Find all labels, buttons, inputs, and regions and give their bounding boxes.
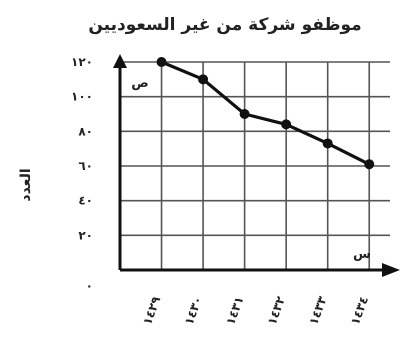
y-tick-label: ٠ — [86, 279, 93, 293]
data-point — [322, 138, 333, 149]
data-point — [281, 119, 292, 130]
data-point — [364, 159, 375, 170]
x-tick-label: ١٤٣٠ — [182, 294, 205, 326]
y-tick-labels: ٠ ٢٠ ٤٠ ٦٠ ٨٠ ١٠٠ ١٢٠ — [71, 55, 93, 293]
axes — [113, 54, 400, 277]
series — [156, 57, 375, 170]
x-tick-label: ١٤٣٤ — [348, 294, 371, 326]
x-tick-label: ١٤٢٩ — [140, 294, 163, 327]
x-tick-label: ١٤٣١ — [223, 294, 246, 326]
series-line — [160, 60, 370, 166]
data-point — [239, 109, 250, 119]
y-axis-letter: ص — [131, 76, 149, 91]
y-tick-label: ١٢٠ — [71, 55, 93, 69]
chart-title: موظفو شركة من غير السعوديين — [88, 15, 361, 35]
x-axis-arrow — [382, 263, 400, 277]
data-point — [198, 74, 209, 85]
x-tick-label: ١٤٣٢ — [265, 294, 288, 327]
y-tick-label: ٤٠ — [78, 194, 93, 208]
y-tick-label: ١٠٠ — [71, 90, 93, 104]
y-axis-label: العدد — [18, 168, 34, 201]
x-axis-letter: س — [353, 247, 371, 262]
y-tick-label: ٨٠ — [78, 124, 93, 138]
grid — [120, 61, 390, 270]
x-tick-label: ١٤٣٣ — [306, 294, 329, 327]
y-tick-label: ٢٠ — [78, 228, 93, 242]
data-point — [156, 57, 167, 67]
y-axis-arrow — [113, 54, 127, 68]
y-tick-label: ٦٠ — [78, 159, 93, 173]
x-tick-labels: ١٤٢٩ ١٤٣٠ ١٤٣١ ١٤٣٢ ١٤٣٣ ١٤٣٤ — [140, 294, 371, 327]
